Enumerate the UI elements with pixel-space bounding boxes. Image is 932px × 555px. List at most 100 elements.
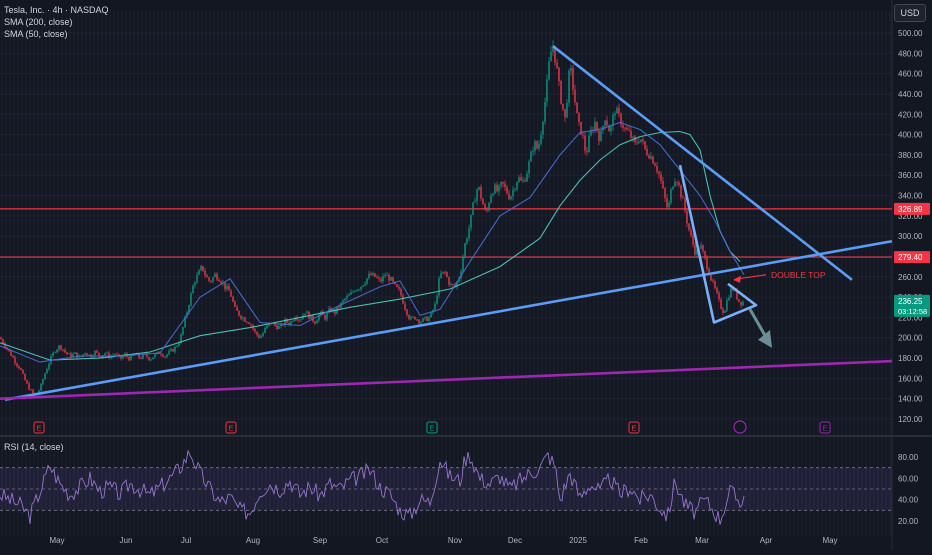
- candle-body: [644, 141, 646, 149]
- candle-body: [72, 354, 74, 358]
- candle-body: [508, 193, 510, 200]
- candle-body: [318, 314, 320, 321]
- earnings-marker-icon: [628, 421, 640, 434]
- candle-body: [88, 354, 90, 356]
- candle-body: [392, 277, 394, 282]
- upcoming-event-icon: [733, 420, 747, 434]
- candle-body: [654, 163, 656, 166]
- candle-body: [666, 198, 668, 208]
- candle-body: [388, 275, 390, 281]
- price-level-tag: [894, 202, 930, 215]
- candle-body: [570, 67, 572, 71]
- candle-body: [646, 148, 648, 155]
- sma50-legend[interactable]: SMA (50, close): [4, 29, 68, 39]
- candle-body: [162, 354, 164, 357]
- sma200-legend[interactable]: SMA (200, close): [4, 17, 73, 27]
- candle-body: [470, 214, 472, 229]
- sma50-line: [0, 121, 745, 363]
- candle-body: [584, 135, 586, 151]
- candle-body: [688, 223, 690, 230]
- candle-body: [248, 322, 250, 325]
- candle-body: [384, 275, 386, 277]
- candle-body: [214, 273, 216, 278]
- candle-body: [180, 334, 182, 344]
- candle-body: [366, 278, 368, 284]
- candle-body: [712, 280, 714, 282]
- candle-body: [502, 181, 504, 184]
- candle-body: [474, 200, 476, 203]
- rsi-legend[interactable]: RSI (14, close): [4, 442, 64, 452]
- candle-body: [182, 327, 184, 335]
- candle-body: [138, 353, 140, 358]
- candle-body: [56, 349, 58, 353]
- price-tick-label: 480.00: [898, 49, 923, 58]
- candle-body: [480, 186, 482, 199]
- candle-body: [240, 315, 242, 319]
- candle-body: [74, 352, 76, 355]
- candle-body: [574, 89, 576, 103]
- candle-body: [638, 141, 640, 143]
- candle-body: [6, 347, 8, 349]
- candle-body: [114, 354, 116, 356]
- time-axis-label: Jun: [120, 536, 133, 545]
- candle-body: [202, 266, 204, 271]
- candle-body: [576, 102, 578, 114]
- candle-body: [408, 314, 410, 320]
- currency-button[interactable]: USD: [894, 4, 926, 22]
- candle-body: [420, 321, 422, 324]
- candle-body: [12, 355, 14, 358]
- time-axis-label: 2025: [569, 536, 587, 545]
- candle-body: [130, 355, 132, 361]
- candle-body: [402, 295, 404, 304]
- candle-body: [150, 359, 152, 361]
- candle-body: [242, 317, 244, 319]
- candle-body: [478, 186, 480, 190]
- candle-body: [314, 321, 316, 324]
- candle-body: [192, 285, 194, 294]
- bearish-arrow-head: [758, 329, 772, 348]
- candle-body: [290, 321, 292, 325]
- candle-body: [696, 249, 698, 255]
- candle-body: [358, 289, 360, 291]
- candle-body: [662, 181, 664, 189]
- candle-body: [228, 285, 230, 291]
- candle-body: [64, 349, 66, 353]
- candle-body: [516, 182, 518, 190]
- candle-body: [352, 291, 354, 293]
- candle-body: [710, 275, 712, 281]
- candle-body: [512, 189, 514, 197]
- candle-body: [48, 363, 50, 370]
- time-axis-label: Sep: [313, 536, 328, 545]
- candle-body: [120, 355, 122, 359]
- candle-body: [530, 152, 532, 162]
- price-axis: 500.00 480.00 460.00 440.00 420.00 400.00 380.…: [898, 29, 923, 424]
- candle-body: [514, 189, 516, 191]
- candle-body: [276, 325, 278, 329]
- candle-body: [414, 316, 416, 320]
- candle-body: [510, 196, 512, 200]
- candle-body: [686, 210, 688, 224]
- price-tick-label: 140.00: [898, 395, 923, 404]
- time-axis-label: Mar: [695, 536, 709, 545]
- candle-body: [40, 383, 42, 391]
- candle-body: [106, 352, 108, 354]
- candle-body: [18, 366, 20, 369]
- candle-body: [586, 150, 588, 153]
- candle-body: [170, 349, 172, 351]
- price-tick-label: 220.00: [898, 313, 923, 322]
- candle-body: [294, 317, 296, 321]
- candle-body: [462, 257, 464, 272]
- candle-body: [374, 273, 376, 277]
- candle-body: [444, 271, 446, 273]
- candle-body: [486, 209, 488, 211]
- candle-body: [152, 357, 154, 360]
- candle-body: [608, 125, 610, 132]
- candle-body: [288, 322, 290, 325]
- candle-body: [394, 281, 396, 285]
- symbol-title[interactable]: Tesla, Inc. · 4h · NASDAQ: [4, 5, 109, 15]
- candle-body: [422, 318, 424, 322]
- earnings-marker-label: E: [430, 424, 435, 433]
- candle-body: [300, 319, 302, 321]
